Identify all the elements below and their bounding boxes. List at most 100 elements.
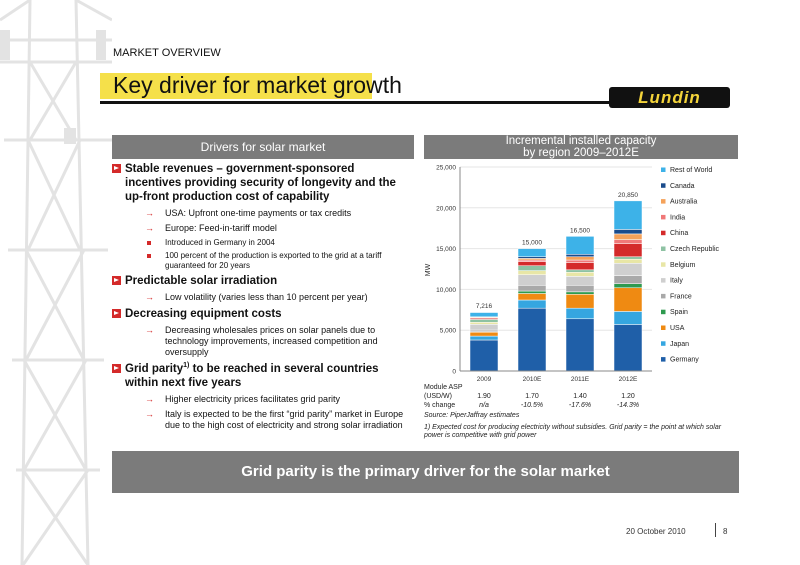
asp-change: -14.3% [617,402,639,409]
y-axis-label: MW [425,263,432,276]
square-marker-icon [147,241,151,245]
y-tick-label: 25,000 [436,165,456,172]
sub-bullet-text: Decreasing wholesales prices on solar pa… [165,325,378,357]
asp-change: -10.5% [521,402,543,409]
footnote-ref: 1) [183,362,190,370]
legend-swatch [661,167,666,172]
sub-bullet: → Decreasing wholesales prices on solar p… [112,325,412,358]
chart-heading-line1: Incremental installed capacity [505,135,657,147]
bar-segment [517,274,547,286]
chart-notes: Source: PiperJaffray estimates 1) Expect… [424,412,740,444]
bar-total-label: 7,216 [476,303,493,310]
legend-swatch [661,199,666,204]
chart-heading: Incremental installed capacity by region… [424,135,738,159]
arrow-icon: → [145,292,154,302]
bar-segment [565,307,595,320]
bar-segment [469,335,499,341]
bar-segment [565,256,595,261]
bullet-grid-parity: Grid parity1) to be reached in several c… [112,362,412,390]
sub-bullet-text: USA: Upfront one-time payments or tax cr… [165,208,352,218]
footer-divider [715,523,716,537]
legend-label: USA [670,325,685,332]
bar-segment [565,318,595,372]
legend-label: Italy [670,278,683,285]
bar-segment [469,339,499,372]
bar-segment [469,331,499,337]
sub-bullet-text: Europe: Feed-in-tariff model [165,223,277,233]
bar-segment [613,287,643,312]
chart-legend: Rest of World Canada Australia India China Cz… [661,167,720,364]
power-tower-graphic [0,0,112,565]
asp-value: 1.40 [573,393,587,400]
bar-segment [613,258,643,264]
bullet-text: Stable revenues – government-sponsored i… [125,163,396,203]
bar-segment [517,270,547,275]
y-tick-label: 10,000 [436,287,456,294]
arrow-icon: → [145,409,154,419]
square-marker-icon [147,254,151,258]
chart-bars: 7,216 2009 15,000 2010E 16,500 2011E 20,850 201… [469,192,643,383]
bar-segment [469,319,499,323]
y-tick-label: 0 [452,369,456,376]
bar-segment [469,322,499,325]
bar-segment [565,259,595,263]
legend-swatch [661,262,666,267]
arrow-icon: → [145,208,154,218]
y-tick-label: 20,000 [436,205,456,212]
lundin-logo: Lundin [609,87,730,108]
legend-label: Spain [670,309,688,316]
sub-sub-bullet: Introduced in Germany in 2004 [112,238,412,248]
asp-change: -17.6% [569,402,591,409]
bullet-decreasing-costs: Decreasing equipment costs [112,307,412,321]
bullet-text-grid-parity-rest: to be reached in several countries withi… [125,363,379,389]
x-tick-label: 2010E [523,376,542,383]
asp-value: 1.20 [621,393,635,400]
legend-swatch [661,246,666,251]
x-tick-label: 2012E [619,376,638,383]
bar-segment [517,285,547,292]
drivers-heading: Drivers for solar market [112,135,414,159]
bar-segment [613,324,643,372]
page-number: 8 [723,527,728,536]
legend-label: Belgium [670,262,695,269]
legend-label: France [670,293,692,300]
bar-segment [517,248,547,258]
asp-value: 1.70 [525,393,539,400]
bar-segment [613,256,643,260]
bar-segment [565,291,595,295]
y-tick-label: 5,000 [440,328,457,335]
arrow-icon: → [145,325,154,335]
legend-swatch [661,214,666,220]
legend-label: Czech Republic [670,246,720,253]
legend-label: Canada [670,183,695,190]
bar-total-label: 20,850 [618,192,638,199]
section-label: MARKET OVERVIEW [113,47,221,59]
bar-segment [565,254,595,258]
bullet-stable-revenues: Stable revenues – government-sponsored i… [112,162,412,204]
bar-segment [565,285,595,293]
x-tick-label: 2009 [477,376,492,383]
asp-value: 1.90 [477,393,491,400]
asp-label-2: (USD/W) [424,393,452,400]
bar-segment [469,324,499,331]
chart-heading-line2: by region 2009–2012E [523,147,639,159]
conclusion-banner: Grid parity is the primary driver for th… [112,451,739,493]
sub-bullet-text: Italy is expected to be the first “grid … [165,409,404,430]
bar-segment [613,200,643,230]
bar-segment [565,269,595,273]
sub-sub-bullet: 100 percent of the production is exporte… [112,251,412,271]
bar-segment [613,233,643,240]
red-arrow-marker-icon [112,309,121,318]
page-title: Key driver for market growth [113,72,402,98]
asp-values: 1.90 n/a 1.70 -10.5% 1.40 -17.6% 1.20 -14.3% [477,393,639,409]
bar-segment [613,275,643,284]
sub-bullet: → USA: Upfront one-time payments or tax c… [112,208,412,219]
asp-change: n/a [479,402,489,409]
footnote-text: 1) Expected cost for producing electrici… [424,423,722,440]
bar-total-label: 16,500 [570,227,590,234]
bar-segment [613,283,643,289]
bar-segment [565,276,595,286]
sub-bullet: → Europe: Feed-in-tariff model [112,223,412,234]
sub-sub-bullet-text: 100 percent of the production is exporte… [165,251,382,270]
bar-segment [565,236,595,255]
